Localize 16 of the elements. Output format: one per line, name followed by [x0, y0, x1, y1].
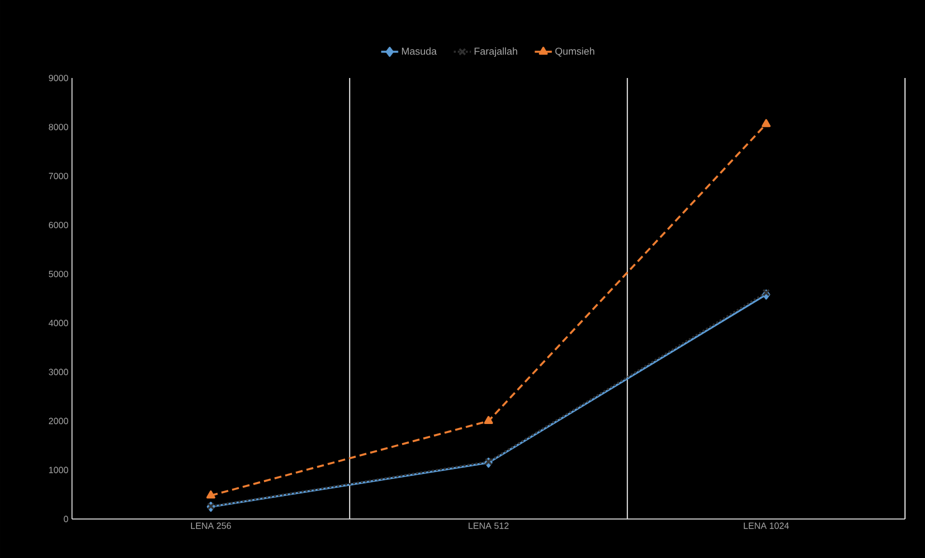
legend-label: Masuda — [402, 47, 437, 55]
x-tick-label: LENA 1024 — [744, 522, 789, 529]
y-tick-label: 7000 — [48, 172, 68, 180]
y-tick-label: 9000 — [48, 74, 68, 82]
legend-label: Qumsieh — [555, 47, 594, 57]
y-tick-label: 8000 — [48, 124, 68, 130]
y-tick-label: 5000 — [48, 270, 68, 278]
y-tick-label: 1000 — [49, 466, 68, 474]
y-tick-label: 0 — [64, 516, 68, 522]
y-tick-label: 2000 — [48, 418, 68, 424]
x-tick-label: LENA 512 — [468, 522, 509, 529]
y-tick-label: 3000 — [48, 368, 68, 376]
y-tick-label: 4000 — [48, 320, 68, 326]
x-tick-label: LENA 256 — [191, 522, 231, 529]
legend-label: Farajallah — [474, 47, 518, 57]
y-tick-label: 6000 — [48, 222, 68, 228]
